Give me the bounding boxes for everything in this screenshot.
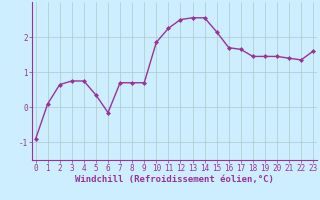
X-axis label: Windchill (Refroidissement éolien,°C): Windchill (Refroidissement éolien,°C)	[75, 175, 274, 184]
